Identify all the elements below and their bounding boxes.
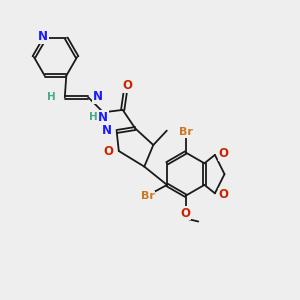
Text: N: N <box>98 111 108 124</box>
Text: O: O <box>218 188 229 201</box>
Text: H: H <box>47 92 56 102</box>
Text: Br: Br <box>141 191 154 201</box>
Text: O: O <box>103 145 113 158</box>
Text: O: O <box>122 80 132 92</box>
Text: N: N <box>38 30 48 43</box>
Text: O: O <box>218 147 229 160</box>
Text: H: H <box>89 112 98 122</box>
Text: N: N <box>92 90 102 103</box>
Text: O: O <box>180 207 190 220</box>
Text: N: N <box>102 124 112 136</box>
Text: Br: Br <box>179 127 193 137</box>
